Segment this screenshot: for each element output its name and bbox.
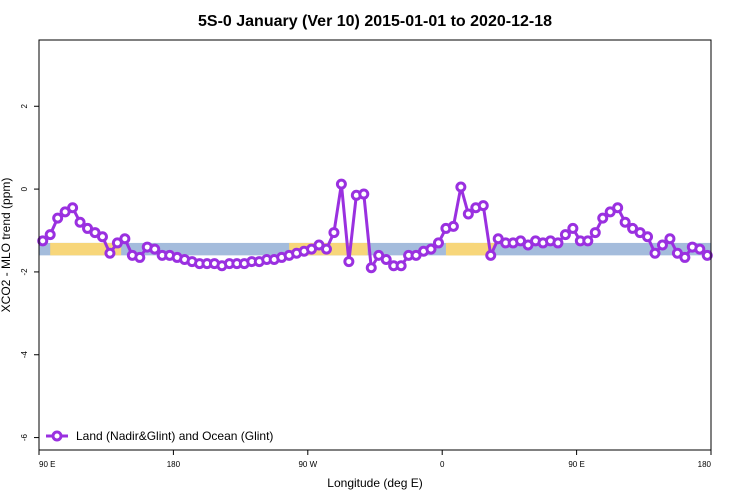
- legend: Land (Nadir&Glint) and Ocean (Glint): [46, 429, 273, 443]
- data-point: [455, 181, 467, 193]
- data-point: [656, 239, 668, 251]
- data-point: [642, 231, 654, 243]
- x-axis: 90 E 180 90 W 0 90 E 180: [38, 450, 712, 469]
- data-point: [96, 231, 108, 243]
- data-point: [567, 222, 579, 234]
- chart-title: 5S-0 January (Ver 10) 2015-01-01 to 2020…: [198, 13, 552, 30]
- data-point: [552, 237, 564, 249]
- y-axis: -6 -4 -2 0 2: [20, 103, 39, 441]
- data-point: [343, 256, 355, 268]
- data-point: [134, 251, 146, 263]
- y-axis-label: XCO2 - MLO trend (ppm): [0, 178, 13, 313]
- data-point: [612, 202, 624, 214]
- data-point: [149, 243, 161, 255]
- data-point: [485, 249, 497, 261]
- data-point: [694, 243, 706, 255]
- data-point: [425, 243, 437, 255]
- data-point: [477, 200, 489, 212]
- data-point: [664, 233, 676, 245]
- y-tick-label: 0: [20, 186, 29, 191]
- data-point: [619, 216, 631, 228]
- data-point: [104, 247, 116, 259]
- legend-label: Land (Nadir&Glint) and Ocean (Glint): [76, 429, 273, 443]
- y-tick-label: -4: [20, 351, 29, 359]
- data-point: [380, 253, 392, 265]
- y-tick-label: 2: [20, 103, 29, 108]
- data-point: [395, 260, 407, 272]
- series-layer: [37, 178, 713, 274]
- data-point: [335, 178, 347, 190]
- data-point: [582, 235, 594, 247]
- data-point: [119, 233, 131, 245]
- plot-frame: [38, 39, 712, 451]
- data-point: [358, 188, 370, 200]
- x-tick-label: 180: [698, 460, 712, 469]
- data-point: [67, 202, 79, 214]
- legend-marker: [51, 430, 63, 442]
- y-tick-label: -2: [20, 268, 29, 276]
- data-point: [447, 220, 459, 232]
- data-point: [432, 237, 444, 249]
- data-point: [462, 208, 474, 220]
- land-band-3: [445, 242, 495, 256]
- x-tick-label: 0: [440, 460, 445, 469]
- data-point: [679, 251, 691, 263]
- data-point: [701, 249, 713, 261]
- data-point: [74, 216, 86, 228]
- data-point: [597, 212, 609, 224]
- x-axis-label: Longitude (deg E): [327, 476, 422, 490]
- data-point: [365, 262, 377, 274]
- data-point: [37, 235, 49, 247]
- data-point: [589, 227, 601, 239]
- y-tick-label: -6: [20, 433, 29, 441]
- data-point: [328, 227, 340, 239]
- data-point: [559, 229, 571, 241]
- x-tick-label: 90 W: [298, 460, 317, 469]
- data-point: [649, 247, 661, 259]
- data-point: [320, 243, 332, 255]
- x-tick-label: 90 E: [39, 460, 55, 469]
- x-tick-label: 180: [167, 460, 181, 469]
- land-band-0: [50, 242, 122, 256]
- data-point: [52, 212, 64, 224]
- data-point: [44, 229, 56, 241]
- x-tick-label: 90 E: [568, 460, 584, 469]
